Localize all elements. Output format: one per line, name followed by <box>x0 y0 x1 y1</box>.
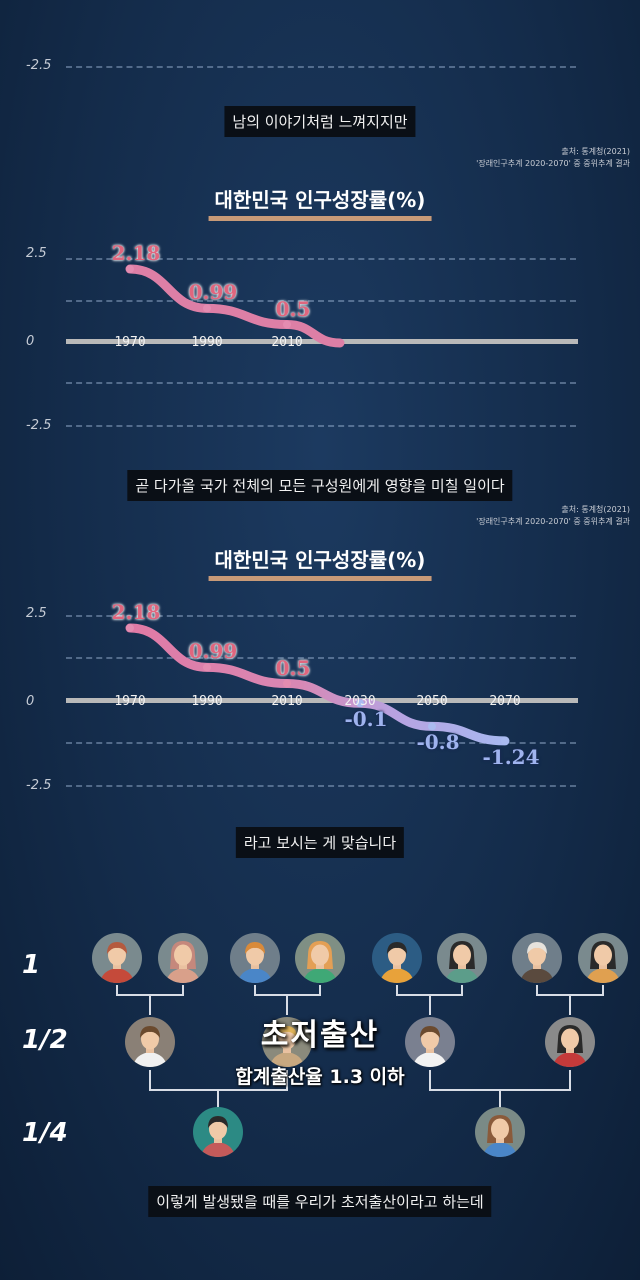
source-line-1: 출처: 통계청(2021) <box>561 505 630 514</box>
girl-avatar-icon <box>475 1107 525 1157</box>
family-tree-connectors <box>116 985 604 1110</box>
man-beard-avatar-icon <box>512 933 562 983</box>
family-tree-panel: 1 1/2 1/4 초저출산 합계출산율 1.3 이하 이렇게 발생됐을 때를 … <box>0 870 640 1280</box>
x-tick-label: 2010 <box>271 694 303 709</box>
generation-label: 1/4 <box>22 1118 68 1148</box>
source-line-2: '장래인구추계 2020-2070' 중 중위추계 결과 <box>476 159 630 168</box>
woman-redhair-avatar-icon <box>295 933 345 983</box>
source-line-1: 출처: 통계청(2021) <box>561 147 630 156</box>
y-tick-label: -2.5 <box>26 418 52 433</box>
data-point <box>203 663 211 672</box>
ultra-low-birthrate-title: 초저출산 <box>260 1018 380 1053</box>
man-glasses-orange-avatar-icon <box>372 933 422 983</box>
data-point <box>283 679 291 688</box>
boy-avatar-icon <box>193 1107 243 1157</box>
data-label: -0.8 <box>416 730 460 755</box>
subtitle-caption: 라고 보시는 게 맞습니다 <box>235 827 405 858</box>
gridline <box>66 300 576 302</box>
y-tick-label: 0 <box>26 694 35 709</box>
data-point <box>428 722 436 731</box>
x-tick-label: 2070 <box>489 694 521 709</box>
subtitle-caption: 이렇게 발생됐을 때를 우리가 초저출산이라고 하는데 <box>148 1186 492 1217</box>
x-tick-label: 1990 <box>191 335 223 350</box>
x-tick-label: 1990 <box>191 694 223 709</box>
y-tick-label: 2.5 <box>26 606 47 621</box>
x-tick-label: 1970 <box>114 335 146 350</box>
data-point <box>126 265 134 274</box>
gridline <box>66 657 576 659</box>
gridline <box>66 785 576 787</box>
fertility-rate-subtitle: 합계출산율 1.3 이하 <box>235 1066 405 1088</box>
y-tick-label: 2.5 <box>26 246 47 261</box>
woman-avatar-icon <box>158 933 208 983</box>
chart-panel-1: 출처: 통계청(2021) '장래인구추계 2020-2070' 중 중위추계 … <box>0 140 640 501</box>
source-note: 출처: 통계청(2021) '장래인구추계 2020-2070' 중 중위추계 … <box>476 146 630 170</box>
data-point <box>501 736 509 745</box>
data-label: -1.24 <box>482 744 540 769</box>
series-line <box>125 264 345 348</box>
chart-title: 대한민국 인구성장률(%) <box>208 544 432 581</box>
man-avatar-icon <box>92 933 142 983</box>
chart-title: 대한민국 인구성장률(%) <box>208 184 432 221</box>
y-tick-label: 0 <box>26 334 35 349</box>
gridline <box>66 742 576 744</box>
x-tick-label: 2050 <box>416 694 448 709</box>
y-tick-label: -2.5 <box>26 778 52 793</box>
gridline <box>66 382 576 384</box>
data-point <box>126 624 134 633</box>
trend-line-chart <box>125 264 345 348</box>
man-glasses-avatar-icon <box>230 933 280 983</box>
y-tick-label: -2.5 <box>26 58 52 73</box>
chart-fragment-panel: -2.5 남의 이야기처럼 느껴지지만 <box>0 0 640 140</box>
gridline <box>66 66 576 68</box>
data-label: 0.5 <box>275 655 311 680</box>
series-line <box>125 623 510 746</box>
child-avatar-icon <box>125 1017 175 1067</box>
trend-line-chart <box>125 623 510 746</box>
zero-axis-line <box>66 698 578 703</box>
data-label: 0.99 <box>188 639 238 664</box>
generation-label: 1 <box>22 950 41 980</box>
source-note: 출처: 통계청(2021) '장래인구추계 2020-2070' 중 중위추계 … <box>476 504 630 528</box>
woman-avatar-icon <box>578 933 628 983</box>
data-label: -0.1 <box>344 707 388 732</box>
data-point <box>283 320 291 329</box>
data-label: 0.5 <box>275 296 311 321</box>
man-avatar-icon <box>405 1017 455 1067</box>
data-label: 2.18 <box>111 600 161 625</box>
data-label: 2.18 <box>111 241 161 266</box>
chart-panel-2: 출처: 통계청(2021) '장래인구추계 2020-2070' 중 중위추계 … <box>0 500 640 870</box>
gridline <box>66 425 576 427</box>
subtitle-caption: 남의 이야기처럼 느껴지지만 <box>224 106 416 137</box>
x-tick-label: 1970 <box>114 694 146 709</box>
subtitle-caption: 곧 다가올 국가 전체의 모든 구성원에게 영향을 미칠 일이다 <box>127 470 513 501</box>
woman-longhair-avatar-icon <box>437 933 487 983</box>
woman-avatar-icon <box>545 1017 595 1067</box>
generation-label: 1/2 <box>22 1025 68 1055</box>
data-label: 0.99 <box>188 280 238 305</box>
source-line-2: '장래인구추계 2020-2070' 중 중위추계 결과 <box>476 517 630 526</box>
x-tick-label: 2030 <box>344 694 376 709</box>
gridline <box>66 615 576 617</box>
x-tick-label: 2010 <box>271 335 303 350</box>
data-point <box>356 699 364 708</box>
person-avatar-icon <box>262 1017 312 1067</box>
data-point <box>203 304 211 313</box>
gridline <box>66 258 576 260</box>
